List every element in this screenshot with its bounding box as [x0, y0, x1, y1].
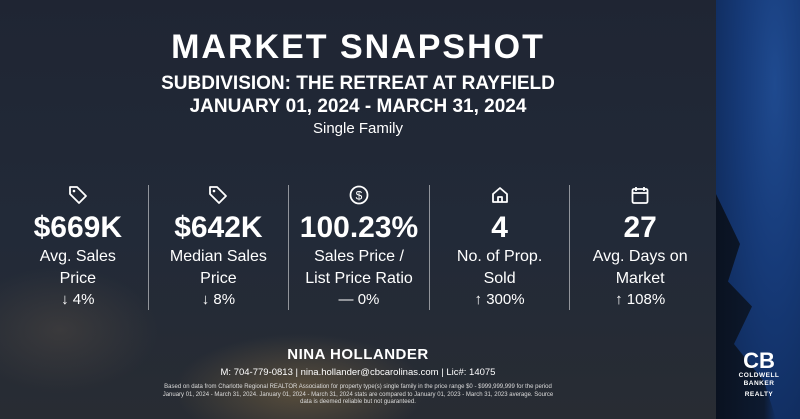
stat-change: ↓ 8%	[201, 291, 236, 308]
stat-change: — 0%	[338, 291, 380, 308]
stat-label: Median Sales	[169, 248, 267, 265]
disclaimer: Based on data from Charlotte Regional RE…	[162, 384, 554, 405]
stat-label: Price	[59, 270, 97, 287]
date-range: JANUARY 01, 2024 - MARCH 31, 2024	[189, 96, 527, 117]
stat-label: List Price Ratio	[305, 270, 413, 287]
calendar-icon	[570, 185, 710, 207]
stat-label: Market	[615, 270, 665, 287]
stat-change: ↓ 4%	[61, 291, 95, 308]
stat-change: ↑ 108%	[615, 291, 666, 308]
subdivision: SUBDIVISION: THE RETREAT AT RAYFIELD	[161, 73, 555, 94]
stat-median-sales-price: $642K Median Sales Price ↓ 8%	[147, 185, 289, 310]
stat-value: 100.23%	[299, 211, 419, 244]
stat-days-on-market: 27 Avg. Days on Market ↑ 108%	[569, 185, 710, 310]
stat-label: No. of Prop.	[456, 248, 543, 265]
stat-value: $669K	[33, 211, 122, 244]
stat-label: Price	[200, 270, 237, 287]
agent-contact: M: 704-779-0813 | nina.hollander@cbcarol…	[220, 367, 496, 378]
property-type: Single Family	[312, 120, 404, 137]
logo-text: COLDWELL	[738, 372, 780, 379]
home-icon	[430, 185, 570, 207]
logo-mark: CB	[743, 348, 775, 373]
coldwell-banker-logo: CB COLDWELL BANKER REALTY	[728, 350, 790, 399]
stat-props-sold: 4 No. of Prop. Sold ↑ 300%	[428, 185, 570, 310]
stat-value: 27	[623, 211, 657, 244]
price-tag-icon	[8, 185, 148, 207]
price-tag-icon	[149, 185, 289, 207]
stat-label: Sold	[483, 270, 516, 287]
stat-label: Avg. Sales	[39, 248, 116, 265]
stat-value: $642K	[174, 211, 263, 244]
svg-text:$: $	[356, 189, 363, 203]
stat-change: ↑ 300%	[474, 291, 525, 308]
stat-price-ratio: $ 100.23% Sales Price / List Price Ratio…	[288, 185, 429, 310]
stats-row: $669K Avg. Sales Price ↓ 4% $642K Median…	[8, 185, 710, 310]
dollar-circle-icon: $	[289, 185, 429, 207]
logo-text: BANKER	[743, 380, 775, 387]
stat-value: 4	[491, 211, 508, 244]
logo-text: REALTY	[744, 391, 774, 398]
stat-label: Sales Price /	[314, 248, 404, 265]
stat-avg-sales-price: $669K Avg. Sales Price ↓ 4%	[8, 185, 148, 310]
agent-name: NINA HOLLANDER	[287, 346, 429, 363]
page-title: MARKET SNAPSHOT	[171, 28, 545, 66]
stat-label: Avg. Days on	[592, 248, 688, 265]
